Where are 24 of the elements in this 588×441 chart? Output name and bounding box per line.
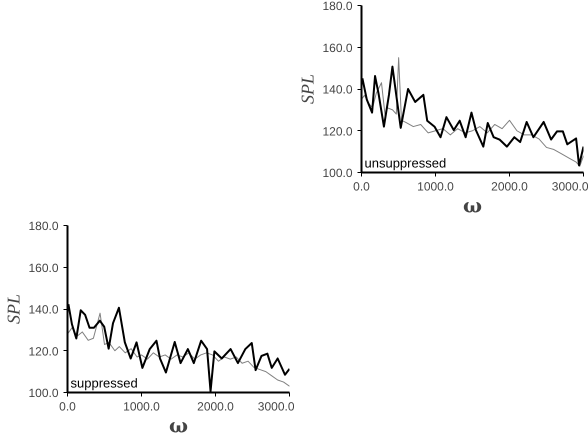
x-axis-title: ω	[168, 414, 188, 438]
y-tick-label: 120.0	[322, 124, 353, 138]
y-tick-label: 140.0	[28, 302, 59, 316]
x-tick-label: 0.0	[59, 400, 76, 414]
y-tick-label: 120.0	[28, 344, 59, 358]
x-tick-label: 3000.0	[258, 400, 295, 414]
x-tick-label: 1000.0	[123, 400, 160, 414]
x-tick-label: 0.0	[353, 180, 370, 194]
annotation: unsuppressed	[364, 156, 446, 170]
y-tick-label: 160.0	[322, 40, 353, 55]
y-tick-label: 100.0	[28, 386, 59, 400]
x-tick-label: 2000.0	[197, 400, 234, 414]
x-tick-label: 2000.0	[491, 180, 528, 194]
y-axis-title: SPL	[297, 74, 318, 104]
y-tick-label: 180.0	[28, 219, 59, 233]
x-axis-title: ω	[462, 194, 482, 218]
y-tick-label: 180.0	[322, 0, 353, 13]
x-tick-label: 3000.0	[552, 180, 588, 194]
y-axis-title: SPL	[3, 294, 24, 324]
annotation: suppressed	[70, 376, 138, 390]
y-tick-label: 160.0	[28, 260, 59, 275]
x-tick-label: 1000.0	[417, 180, 454, 194]
y-tick-label: 100.0	[322, 166, 353, 180]
y-tick-label: 140.0	[322, 82, 353, 96]
